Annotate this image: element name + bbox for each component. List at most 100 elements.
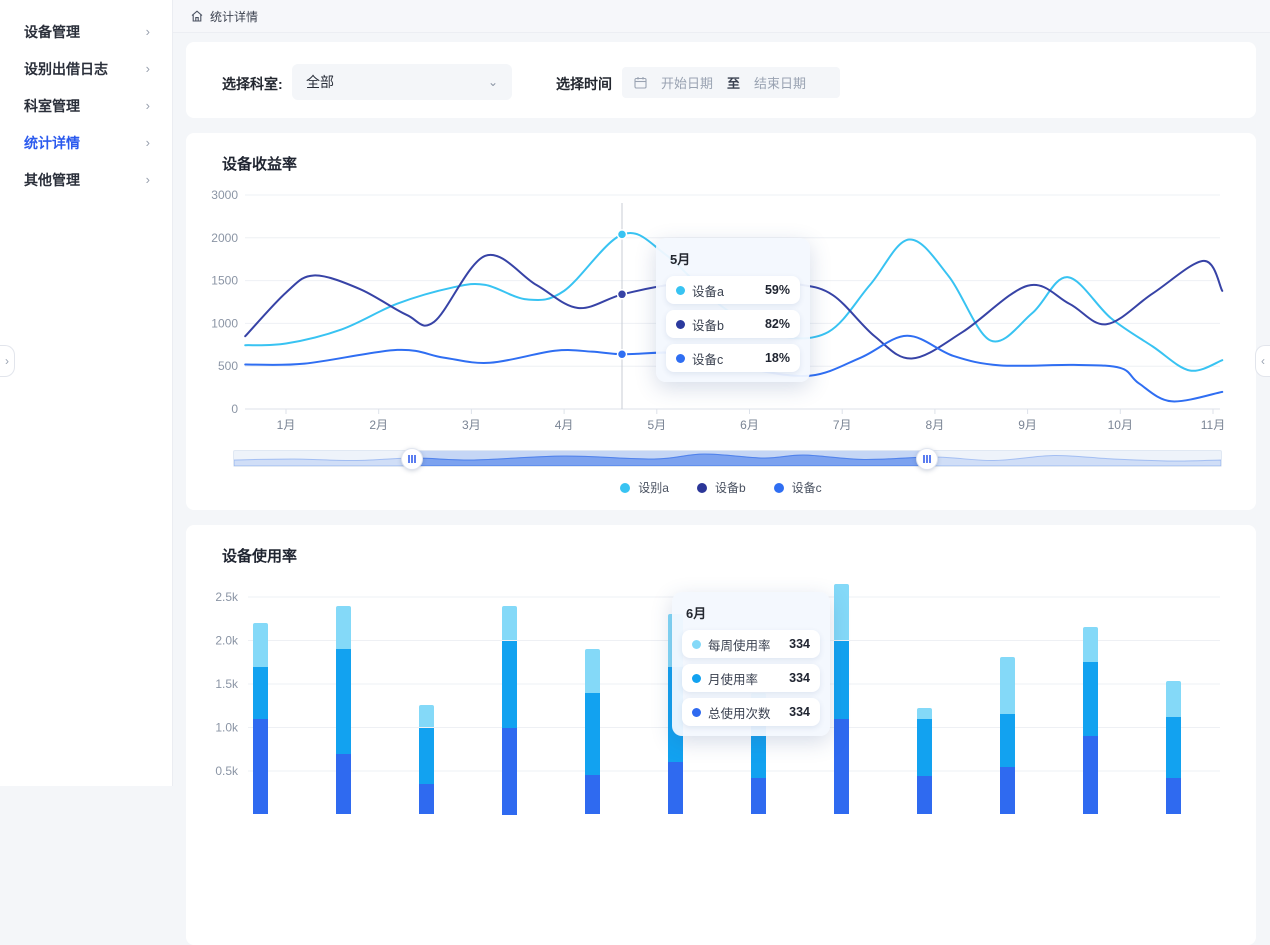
bar-segment — [584, 775, 600, 815]
bar-segment — [999, 714, 1015, 767]
sidebar-item-label: 设别出借日志 — [24, 60, 108, 77]
bar-segment — [335, 605, 351, 650]
bar-segment — [833, 640, 849, 719]
tooltip-row: 总使用次数 334 — [682, 698, 820, 726]
svg-text:3000: 3000 — [211, 188, 238, 202]
svg-text:0.5k: 0.5k — [215, 764, 239, 778]
tooltip-title: 5月 — [670, 252, 691, 267]
home-icon — [191, 10, 203, 22]
svg-text:2.5k: 2.5k — [215, 590, 239, 604]
bar-segment — [252, 666, 268, 719]
series-a-dot-icon — [676, 285, 685, 295]
svg-text:2月: 2月 — [369, 418, 388, 432]
chevron-right-icon: › — [145, 61, 150, 76]
svg-text:3月: 3月 — [462, 418, 481, 432]
line-chart-legend: 设别a 设备b 设备c — [186, 479, 1256, 496]
total-usage-dot-icon — [692, 707, 701, 717]
sidebar-item[interactable]: 科室管理 › — [0, 87, 172, 124]
bar-segment — [1082, 736, 1098, 815]
svg-text:4月: 4月 — [555, 418, 574, 432]
legend-item[interactable]: 设备b — [696, 479, 746, 496]
dept-select[interactable]: 全部 ⌄ — [292, 64, 512, 100]
collapse-right-button[interactable]: ‹ — [1255, 345, 1270, 377]
grip-icon — [410, 455, 413, 463]
date-range-to-label: 至 — [727, 76, 741, 91]
chevron-right-icon: › — [145, 98, 150, 113]
bar-chart-title: 设备使用率 — [222, 548, 298, 565]
legend-dot-icon — [696, 482, 707, 493]
bar-segment — [750, 777, 766, 815]
bar-segment — [584, 649, 600, 693]
bar-segment — [584, 692, 600, 776]
bar-segment — [916, 776, 932, 815]
svg-text:0: 0 — [231, 402, 238, 416]
bar-segment — [501, 605, 517, 641]
tooltip-row: 每周使用率 334 — [682, 630, 820, 658]
bar-segment — [1165, 717, 1181, 778]
svg-text:2.0k: 2.0k — [215, 634, 239, 648]
usage-bar-chart-card: 设备使用率 2.5k 2.0k 1.5k 1.0k 0.5k 6月 每周使用率 334 … — [186, 525, 1256, 945]
svg-text:5月: 5月 — [647, 418, 666, 432]
filter-card: 选择科室: 全部 ⌄ 选择时间 开始日期 至 结束日期 — [186, 42, 1256, 118]
bar-segment — [1082, 627, 1098, 663]
tooltip-row: 设备a 59% — [666, 276, 800, 304]
legend-item[interactable]: 设别a — [620, 479, 669, 496]
time-filter-label: 选择时间 — [556, 76, 612, 92]
bar-segment — [999, 657, 1015, 715]
end-date-field[interactable]: 结束日期 — [754, 76, 807, 91]
svg-text:1500: 1500 — [211, 274, 238, 288]
legend-dot-icon — [620, 482, 631, 493]
bar-chart-tooltip: 6月 每周使用率 334 月使用率 334 总使用次数 334 — [672, 592, 830, 736]
bar-segment — [335, 753, 351, 815]
main-content: 统计详情 选择科室: 全部 ⌄ 选择时间 开始日期 至 结束日期 设备收益率 0… — [172, 0, 1270, 945]
sidebar-item[interactable]: 设别出借日志 › — [0, 50, 172, 87]
bar-segment — [1082, 662, 1098, 737]
bar-segment — [999, 766, 1015, 815]
bar-segment — [418, 727, 434, 785]
bar-segment — [418, 704, 434, 728]
bar-segment — [252, 718, 268, 815]
sidebar-item[interactable]: 其他管理 › — [0, 161, 172, 198]
svg-text:1.0k: 1.0k — [215, 721, 239, 735]
chevron-right-icon: › — [145, 24, 150, 39]
tooltip-title: 6月 — [686, 606, 707, 621]
tooltip-row: 设备c 18% — [666, 344, 800, 372]
svg-text:1000: 1000 — [211, 316, 238, 330]
svg-text:1.5k: 1.5k — [215, 677, 239, 691]
start-date-field[interactable]: 开始日期 — [661, 76, 714, 91]
sidebar-item-label: 其他管理 — [24, 171, 80, 188]
sidebar-item-label: 设备管理 — [24, 23, 80, 40]
collapse-left-button[interactable]: › — [0, 345, 15, 377]
datazoom-handle-right[interactable] — [915, 448, 938, 470]
bar-segment — [1165, 681, 1181, 718]
monthly-usage-dot-icon — [692, 673, 701, 683]
datazoom-track[interactable] — [233, 450, 1222, 467]
bar-segment — [335, 649, 351, 754]
svg-text:8月: 8月 — [926, 418, 945, 432]
legend-label: 设备c — [791, 481, 822, 495]
dept-filter-label: 选择科室: — [222, 76, 283, 92]
legend-dot-icon — [773, 482, 784, 493]
svg-text:9月: 9月 — [1018, 418, 1037, 432]
date-range-picker[interactable]: 开始日期 至 结束日期 — [622, 67, 840, 98]
calendar-icon — [634, 77, 647, 89]
tooltip-row: 月使用率 334 — [682, 664, 820, 692]
legend-item[interactable]: 设备c — [773, 479, 822, 496]
bar-segment — [252, 623, 268, 667]
sidebar-item[interactable]: 设备管理 › — [0, 13, 172, 50]
revenue-line-chart-card: 设备收益率 0 500 1000 1500 2000 3000 1月 2月 3月 4月 5月 6月 7月… — [186, 133, 1256, 510]
svg-text:2000: 2000 — [211, 231, 238, 245]
bar-segment — [833, 583, 849, 641]
svg-text:7月: 7月 — [833, 418, 852, 432]
legend-label: 设备b — [714, 481, 746, 495]
sidebar-item-label: 统计详情 — [24, 134, 80, 151]
chevron-right-icon: › — [145, 172, 150, 187]
datazoom-handle-left[interactable] — [400, 448, 423, 470]
weekly-usage-dot-icon — [692, 639, 701, 649]
bar-segment — [501, 727, 517, 815]
sidebar: 设备管理 › 设别出借日志 › 科室管理 › 统计详情 › 其他管理 › — [0, 0, 173, 786]
svg-text:6月: 6月 — [740, 418, 759, 432]
legend-label: 设别a — [638, 481, 669, 495]
sidebar-item[interactable]: 统计详情 › — [0, 124, 172, 161]
bar-segment — [1165, 777, 1181, 815]
